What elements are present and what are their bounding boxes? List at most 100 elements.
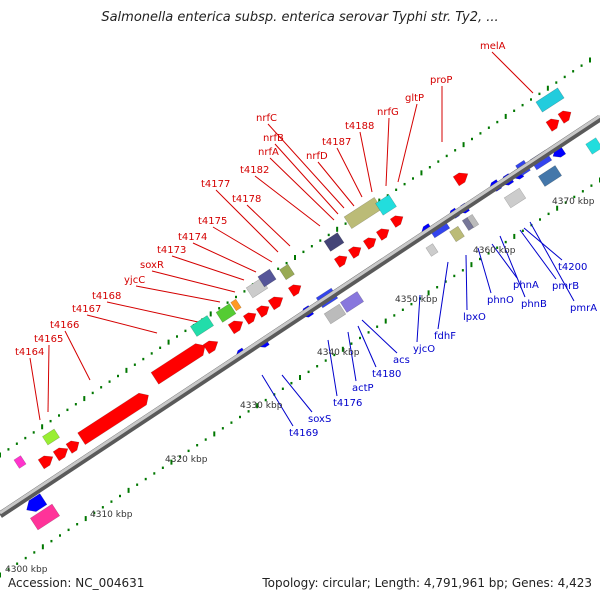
gene-label-reverse: soxS <box>308 414 331 425</box>
leader-line <box>192 242 257 273</box>
gene-label-reverse: yjcO <box>413 344 435 355</box>
gene-arrow <box>26 493 48 512</box>
leader-line <box>269 157 335 221</box>
leader-line <box>317 161 355 207</box>
gene-arrow <box>255 305 270 318</box>
kbp-label: 4370 kbp <box>552 197 595 207</box>
gene-label-reverse: lpxO <box>463 312 486 323</box>
leader-line <box>29 357 41 421</box>
leader-line <box>281 374 313 413</box>
leader-line <box>465 254 468 311</box>
gene-label-forward: t4168 <box>92 291 121 302</box>
leader-line <box>151 270 236 293</box>
gene-label-forward: t4173 <box>157 245 186 256</box>
leader-line <box>361 319 398 354</box>
gene-label-forward: nrfC <box>256 113 277 124</box>
gene-label-forward: t4182 <box>240 165 269 176</box>
label-leader-lines <box>29 51 575 427</box>
gene-arrow <box>267 296 284 311</box>
gene-label-forward: t4177 <box>201 179 230 190</box>
gene-box <box>189 315 215 337</box>
gene-label-reverse: actP <box>352 383 374 394</box>
gene-box <box>42 428 60 446</box>
leader-line <box>347 331 357 382</box>
gene-box <box>425 243 439 257</box>
gene-arrow <box>242 312 257 325</box>
leader-line <box>215 189 279 253</box>
gene-box <box>585 137 600 155</box>
gene-box <box>503 187 527 209</box>
gene-arrow <box>150 343 206 385</box>
gene-arrow <box>37 455 54 470</box>
gene-box <box>323 232 345 252</box>
gene-box <box>29 503 61 531</box>
leader-line <box>437 261 449 330</box>
gene-label-forward: t4167 <box>72 304 101 315</box>
gene-label-reverse: t4169 <box>289 428 318 439</box>
gene-box <box>13 455 27 469</box>
gene-box <box>279 263 295 281</box>
gene-label-forward: t4178 <box>232 194 261 205</box>
backbone-highlight <box>0 114 600 515</box>
gene-box <box>230 298 242 312</box>
gene-box <box>466 213 480 229</box>
leader-line <box>416 294 421 343</box>
gene-label-forward: nrfD <box>306 151 328 162</box>
leader-line <box>261 374 294 427</box>
gene-box <box>449 225 465 243</box>
kbp-label: 4330 kbp <box>240 401 283 411</box>
gene-box <box>323 303 347 325</box>
genome-backbone <box>0 114 600 518</box>
gene-label-forward: t4166 <box>50 320 79 331</box>
gene-box <box>537 165 563 187</box>
gene-label-reverse: t4200 <box>558 262 587 273</box>
leader-line <box>327 339 338 397</box>
backbone-shadow <box>0 115 600 518</box>
accession-label: Accession: NC_004631 <box>8 576 145 590</box>
leader-line <box>397 103 418 183</box>
leader-line <box>359 131 373 193</box>
leader-line <box>491 51 534 94</box>
gene-label-forward: nrfG <box>377 107 399 118</box>
gene-label-reverse: t4180 <box>372 369 401 380</box>
gene-label-reverse: phnA <box>513 280 539 291</box>
gene-label-forward: nrfB <box>263 133 284 144</box>
gene-arrow <box>77 392 149 446</box>
gene-arrow <box>545 118 560 132</box>
leader-line <box>47 344 50 413</box>
gene-arrow <box>333 255 348 268</box>
gene-label-forward: t4175 <box>198 216 227 227</box>
gene-arrow <box>65 440 80 454</box>
gene-arrow <box>287 284 302 297</box>
leader-line <box>523 227 563 261</box>
gene-label-reverse: pmrB <box>552 281 579 292</box>
gene-label-forward: gltP <box>405 93 424 104</box>
gene-label-reverse: acs <box>393 355 410 366</box>
gene-label-forward: soxR <box>140 260 164 271</box>
gene-arrow <box>52 447 69 462</box>
leader-line <box>64 330 91 381</box>
gene-box <box>215 303 237 323</box>
gene-arrow <box>202 340 219 355</box>
gene-box <box>257 268 277 288</box>
gene-box <box>535 87 565 113</box>
leader-line <box>385 117 390 187</box>
gene-label-reverse: fdhF <box>434 331 456 342</box>
gene-label-reverse: pmrA <box>570 303 597 314</box>
genome-summary: Topology: circular; Length: 4,791,961 bp… <box>262 576 592 590</box>
gene-label-forward: yjcC <box>124 275 145 286</box>
leader-line <box>254 175 321 227</box>
gene-arrow <box>227 320 244 335</box>
gene-labels: 4300 kbp 4310 kbp 4320 kbp 4330 kbp 4340 kbp… <box>5 41 597 575</box>
kbp-label: 4340 kbp <box>317 348 360 358</box>
leader-line <box>477 247 492 294</box>
gene-label-reverse: phnO <box>487 295 514 306</box>
kbp-label: 4320 kbp <box>165 455 208 465</box>
gene-arrow <box>557 110 572 124</box>
leader-line <box>106 301 199 323</box>
gene-label-forward: t4174 <box>178 232 207 243</box>
leader-line <box>246 204 291 247</box>
gene-label-reverse: t4176 <box>333 398 362 409</box>
gene-arrow <box>389 215 404 228</box>
